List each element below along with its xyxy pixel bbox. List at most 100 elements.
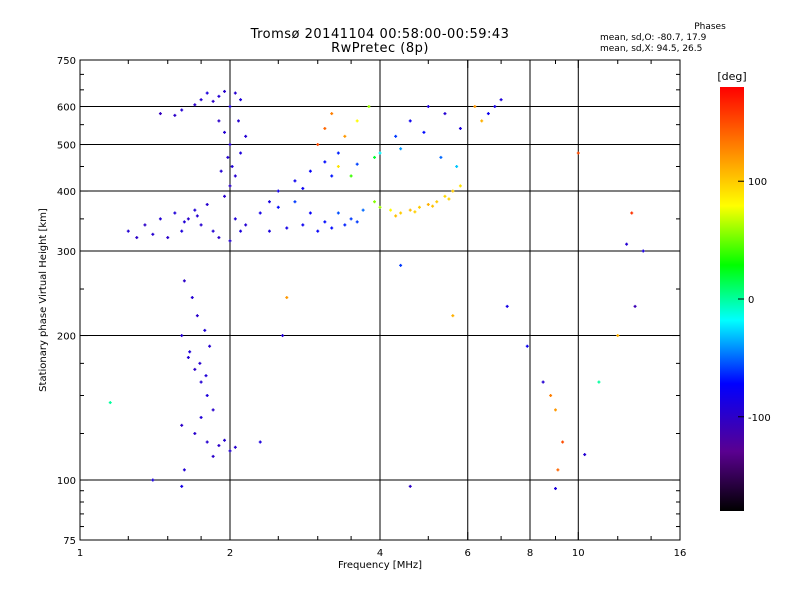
data-point (343, 134, 347, 138)
data-point (205, 440, 209, 444)
data-point (199, 98, 203, 102)
x-tick-label: 16 (674, 548, 687, 559)
data-point (230, 164, 234, 168)
data-point (208, 344, 212, 348)
y-tick-label: 200 (57, 332, 76, 343)
data-point (553, 408, 557, 412)
data-point (355, 220, 359, 224)
data-point (217, 236, 221, 240)
data-point (301, 186, 305, 190)
data-point (186, 217, 190, 221)
data-point (458, 184, 462, 188)
data-point (361, 208, 365, 212)
data-point (349, 217, 353, 221)
data-point (239, 151, 243, 155)
data-point (180, 423, 184, 427)
y-tick-label: 400 (57, 187, 76, 198)
data-point (151, 478, 155, 482)
data-point (233, 445, 237, 449)
colorbar-tick-label: 0 (748, 295, 754, 306)
data-point (413, 210, 417, 214)
data-point (173, 113, 177, 117)
data-point (228, 239, 232, 243)
data-point (223, 130, 227, 134)
data-point (499, 98, 503, 102)
colorbar-label: [deg] (717, 70, 746, 83)
data-point (193, 367, 197, 371)
data-point (616, 334, 620, 338)
data-point (641, 249, 645, 253)
data-point (258, 211, 262, 215)
data-point (226, 155, 230, 159)
data-point (399, 147, 403, 151)
x-tick-label: 10 (572, 548, 585, 559)
phase-stats-box: Phases mean, sd,O: -80.7, 17.9 mean, sd,… (600, 22, 780, 55)
data-point (549, 394, 553, 398)
chart-subtitle: RwPretec (8p) (331, 41, 429, 56)
data-point (355, 119, 359, 123)
data-point (151, 232, 155, 236)
data-point (223, 438, 227, 442)
data-point (166, 236, 170, 240)
phase-stats-x-mode: mean, sd,X: 94.5, 26.5 (600, 44, 703, 54)
data-point (195, 214, 199, 218)
data-point (293, 200, 297, 204)
colorbar-tick-label: -100 (748, 413, 771, 424)
data-point (323, 220, 327, 224)
data-point (228, 105, 232, 109)
data-point (228, 184, 232, 188)
data-point (135, 236, 139, 240)
x-tick-label: 4 (377, 548, 383, 559)
y-axis-label: Stationary phase Virtual Height [km] (38, 208, 49, 392)
data-point (541, 380, 545, 384)
data-point (193, 432, 197, 436)
data-point (244, 134, 248, 138)
data-point (473, 105, 477, 109)
data-point (244, 223, 248, 227)
data-point (158, 112, 162, 116)
y-tick-label: 500 (57, 141, 76, 152)
data-point (239, 98, 243, 102)
data-point (443, 112, 447, 116)
data-point (399, 263, 403, 267)
data-point (180, 484, 184, 488)
data-point (625, 242, 629, 246)
data-point (276, 189, 280, 193)
data-point (597, 380, 601, 384)
data-point (233, 174, 237, 178)
data-point (323, 160, 327, 164)
data-point (281, 334, 285, 338)
data-point (426, 202, 430, 206)
data-point (108, 401, 112, 405)
data-point (525, 344, 529, 348)
data-point (180, 229, 184, 233)
grid-layer (80, 60, 680, 540)
ticks-layer: 1 2 4 6 8 10 16 75 100 200 300 400 500 600 750 (57, 56, 686, 559)
data-point (455, 164, 459, 168)
data-point (236, 119, 240, 123)
data-point (195, 314, 199, 318)
data-point (435, 200, 439, 204)
data-point (378, 151, 382, 155)
data-point (399, 211, 403, 215)
x-tick-label: 8 (527, 548, 533, 559)
data-point (316, 229, 320, 233)
data-point (408, 119, 412, 123)
data-point (336, 151, 340, 155)
x-tick-label: 1 (77, 548, 83, 559)
data-point (126, 229, 130, 233)
phase-stats-title: Phases (694, 22, 726, 32)
data-point (258, 440, 262, 444)
colorbar-ticks: 100 0 -100 (738, 177, 771, 424)
data-point (186, 355, 190, 359)
data-point (389, 208, 393, 212)
data-point (143, 223, 147, 227)
data-point (373, 200, 377, 204)
data-point (373, 155, 377, 159)
data-point (217, 94, 221, 98)
data-point (182, 468, 186, 472)
data-point (422, 130, 426, 134)
y-tick-label: 100 (57, 476, 76, 487)
data-point (285, 296, 289, 300)
